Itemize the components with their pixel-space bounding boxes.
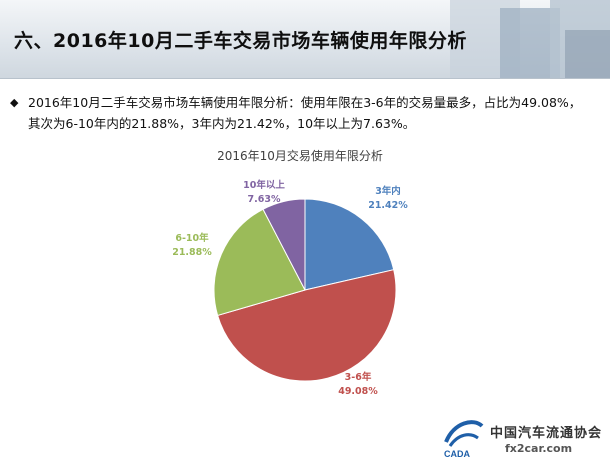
pie-label-0: 3年内 [375,185,401,197]
pie-slices [213,198,397,382]
pie-slice-0 [304,198,395,291]
pie-slice-2 [213,208,306,317]
logo: CADA 中国汽车流通协会 [440,412,605,460]
summary-text: 2016年10月二手车交易市场车辆使用年限分析：使用年限在3-6年的交易量最多，… [28,95,582,131]
watermark-text: fx2car.com [505,442,573,455]
diamond-bullet-icon: ◆ [10,96,19,109]
summary-bullet: ◆ 2016年10月二手车交易市场车辆使用年限分析：使用年限在3-6年的交易量最… [10,92,588,134]
pie-value-label-2: 21.88% [172,247,212,258]
pie-slice-3 [262,198,306,291]
logo-brand-text: CADA [444,449,470,459]
pie-value-label-3: 7.63% [248,194,281,205]
pie-value-label-1: 49.08% [338,386,378,397]
page-title: 六、2016年10月二手车交易市场车辆使用年限分析 [14,30,467,52]
chart-title: 2016年10月交易使用年限分析 [217,148,383,163]
pie-value-label-0: 21.42% [368,200,408,211]
pie-label-3: 10年以上 [243,179,285,191]
header-decoration [450,0,610,78]
header-banner: 六、2016年10月二手车交易市场车辆使用年限分析 [0,0,610,79]
pie-slice-1 [216,269,397,382]
logo-org-text: 中国汽车流通协会 [490,426,603,441]
cada-logo-icon: CADA [444,420,484,459]
pie-label-1: 3-6年 [345,371,372,383]
pie-labels: 3年内 21.42% 3-6年 49.08% 6-10年 21.88% 10年以上 7.63% [172,179,408,397]
pie-label-2: 6-10年 [175,232,209,244]
